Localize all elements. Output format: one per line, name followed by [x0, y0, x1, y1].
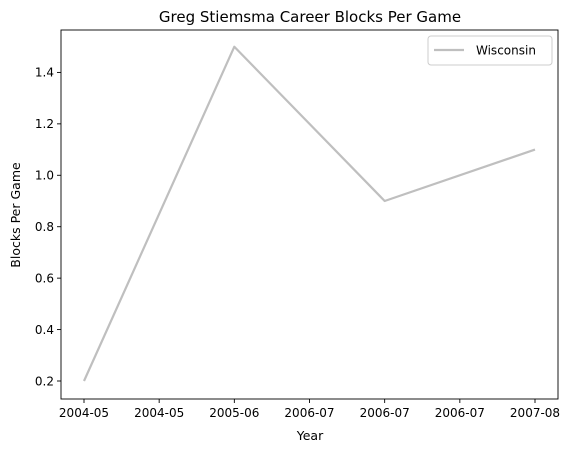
y-tick-label: 0.8 — [35, 220, 54, 234]
x-tick-label: 2006-07 — [360, 406, 410, 420]
x-tick-label: 2006-07 — [284, 406, 334, 420]
y-tick-label: 0.2 — [35, 374, 54, 388]
y-axis-ticks: 0.2 0.4 0.6 0.8 1.0 1.2 1.4 — [35, 66, 61, 388]
chart-title: Greg Stiemsma Career Blocks Per Game — [159, 8, 461, 26]
legend-box — [427, 35, 553, 66]
x-axis-label: Year — [296, 428, 324, 443]
legend-label-wisconsin: Wisconsin — [476, 44, 536, 58]
y-axis-label: Blocks Per Game — [8, 162, 23, 268]
x-tick-label: 2004-05 — [59, 406, 109, 420]
legend: Wisconsin — [427, 35, 553, 66]
series-layer — [82, 45, 536, 382]
y-tick-label: 0.6 — [35, 271, 54, 285]
y-tick-label: 0.4 — [35, 323, 54, 337]
series-line-wisconsin — [82, 45, 536, 382]
x-tick-label: 2004-05 — [134, 406, 184, 420]
y-tick-label: 1.2 — [35, 117, 54, 131]
x-axis-ticks: 2004-05 2004-05 2005-06 2006-07 2006-07 2006-… — [59, 399, 560, 420]
y-tick-label: 1.4 — [35, 66, 54, 80]
y-tick-label: 1.0 — [35, 169, 54, 183]
x-tick-label: 2007-08 — [510, 406, 560, 420]
x-tick-label: 2006-07 — [435, 406, 485, 420]
x-tick-label: 2005-06 — [209, 406, 259, 420]
